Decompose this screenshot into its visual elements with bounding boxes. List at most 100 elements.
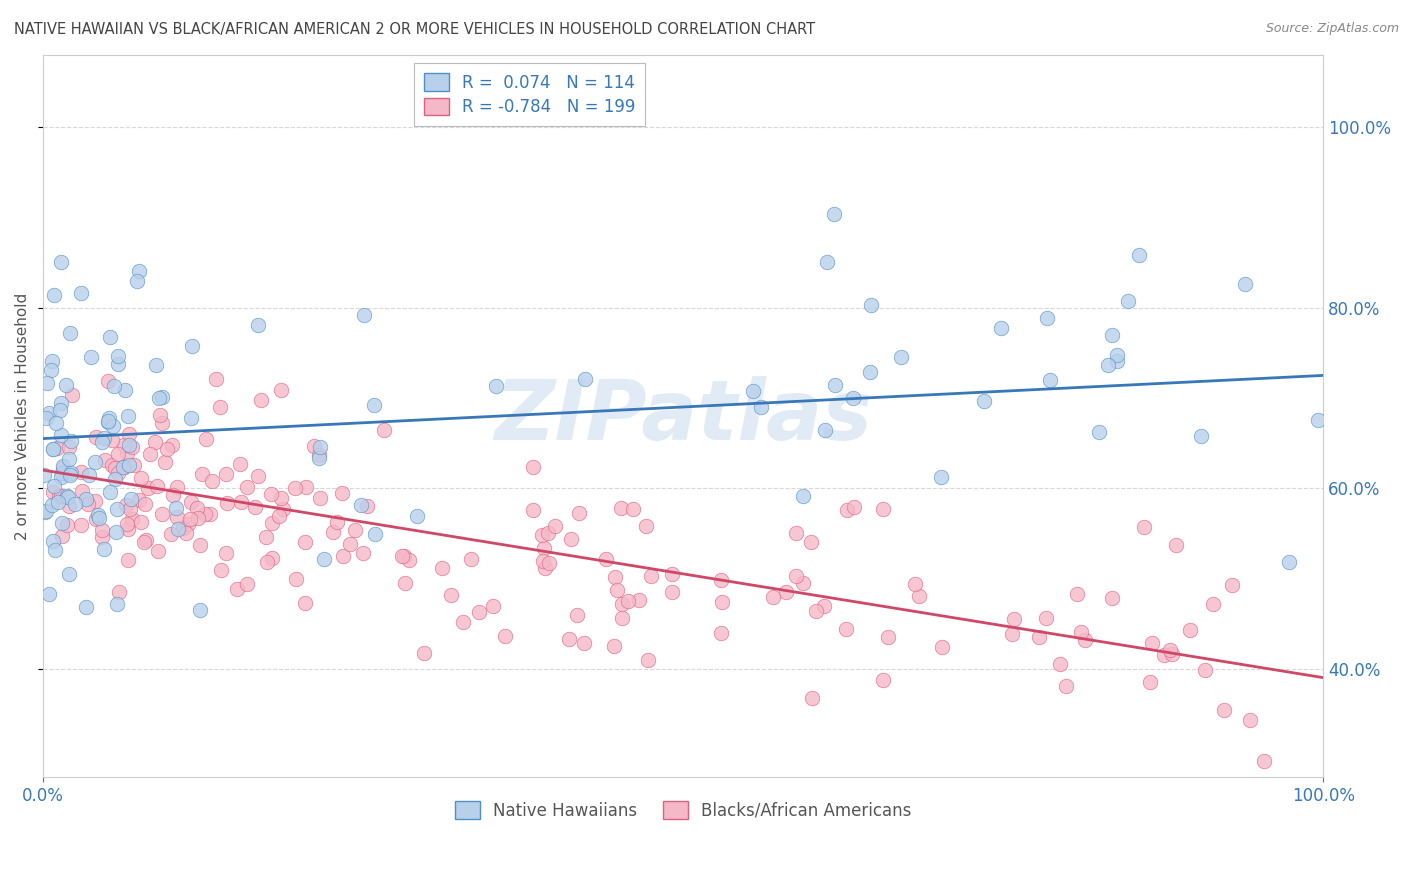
Point — [134, 497, 156, 511]
Point — [394, 576, 416, 591]
Point — [640, 568, 662, 582]
Point — [628, 593, 651, 607]
Point — [134, 535, 156, 549]
Point — [93, 432, 115, 446]
Point — [145, 358, 167, 372]
Point — [398, 553, 420, 567]
Point — [42, 442, 65, 456]
Point — [558, 632, 581, 646]
Point — [58, 451, 80, 466]
Point — [531, 528, 554, 542]
Point — [146, 544, 169, 558]
Point — [606, 583, 628, 598]
Point — [118, 438, 141, 452]
Point — [1039, 372, 1062, 386]
Legend: Native Hawaiians, Blacks/African Americans: Native Hawaiians, Blacks/African America… — [449, 795, 918, 826]
Point — [49, 402, 72, 417]
Point — [37, 376, 59, 390]
Point — [97, 414, 120, 428]
Point — [859, 365, 882, 379]
Point — [128, 263, 150, 277]
Point — [200, 507, 222, 521]
Point — [314, 551, 336, 566]
Point — [890, 350, 912, 364]
Point — [46, 494, 69, 508]
Point — [115, 446, 138, 460]
Point — [107, 467, 129, 481]
Point — [58, 499, 80, 513]
Point — [60, 466, 83, 480]
Point — [226, 582, 249, 596]
Point — [93, 542, 115, 557]
Point — [775, 584, 797, 599]
Text: Source: ZipAtlas.com: Source: ZipAtlas.com — [1265, 22, 1399, 36]
Point — [243, 500, 266, 514]
Point — [270, 491, 292, 506]
Point — [34, 411, 56, 425]
Point — [302, 439, 325, 453]
Point — [1253, 754, 1275, 768]
Point — [90, 523, 112, 537]
Point — [1239, 713, 1261, 727]
Point — [201, 474, 224, 488]
Point — [90, 435, 112, 450]
Point — [1105, 354, 1128, 368]
Point — [1035, 611, 1057, 625]
Point — [179, 511, 201, 525]
Point — [568, 506, 591, 520]
Point — [115, 498, 138, 512]
Point — [785, 569, 807, 583]
Point — [364, 527, 387, 541]
Point — [353, 546, 375, 560]
Point — [1234, 277, 1257, 291]
Point — [166, 479, 188, 493]
Point — [51, 516, 73, 530]
Point — [128, 493, 150, 508]
Point — [1213, 703, 1236, 717]
Point — [413, 646, 436, 660]
Point — [77, 467, 100, 482]
Point — [104, 472, 127, 486]
Point — [160, 438, 183, 452]
Point — [451, 615, 474, 630]
Point — [166, 510, 188, 524]
Point — [70, 518, 93, 533]
Point — [1222, 578, 1244, 592]
Point — [150, 390, 173, 404]
Point — [308, 440, 330, 454]
Point — [308, 448, 330, 462]
Text: NATIVE HAWAIIAN VS BLACK/AFRICAN AMERICAN 2 OR MORE VEHICLES IN HOUSEHOLD CORREL: NATIVE HAWAIIAN VS BLACK/AFRICAN AMERICA… — [14, 22, 815, 37]
Point — [58, 440, 80, 454]
Point — [209, 400, 232, 414]
Point — [1028, 630, 1050, 644]
Point — [145, 479, 167, 493]
Point — [69, 465, 91, 479]
Point — [344, 523, 367, 537]
Point — [114, 384, 136, 398]
Point — [285, 572, 308, 586]
Point — [70, 483, 93, 498]
Point — [406, 509, 429, 524]
Point — [392, 549, 415, 563]
Point — [1194, 663, 1216, 677]
Point — [118, 502, 141, 516]
Point — [533, 541, 555, 556]
Point — [129, 471, 152, 485]
Point — [250, 393, 273, 408]
Point — [51, 489, 73, 503]
Point — [187, 511, 209, 525]
Point — [1074, 632, 1097, 647]
Point — [792, 489, 814, 503]
Point — [1159, 643, 1181, 657]
Point — [309, 491, 332, 505]
Point — [1164, 538, 1187, 552]
Point — [1105, 348, 1128, 362]
Point — [125, 274, 148, 288]
Point — [59, 326, 82, 340]
Point — [256, 555, 278, 569]
Point — [84, 512, 107, 526]
Point — [55, 518, 77, 533]
Point — [90, 530, 112, 544]
Point — [661, 585, 683, 599]
Point — [792, 575, 814, 590]
